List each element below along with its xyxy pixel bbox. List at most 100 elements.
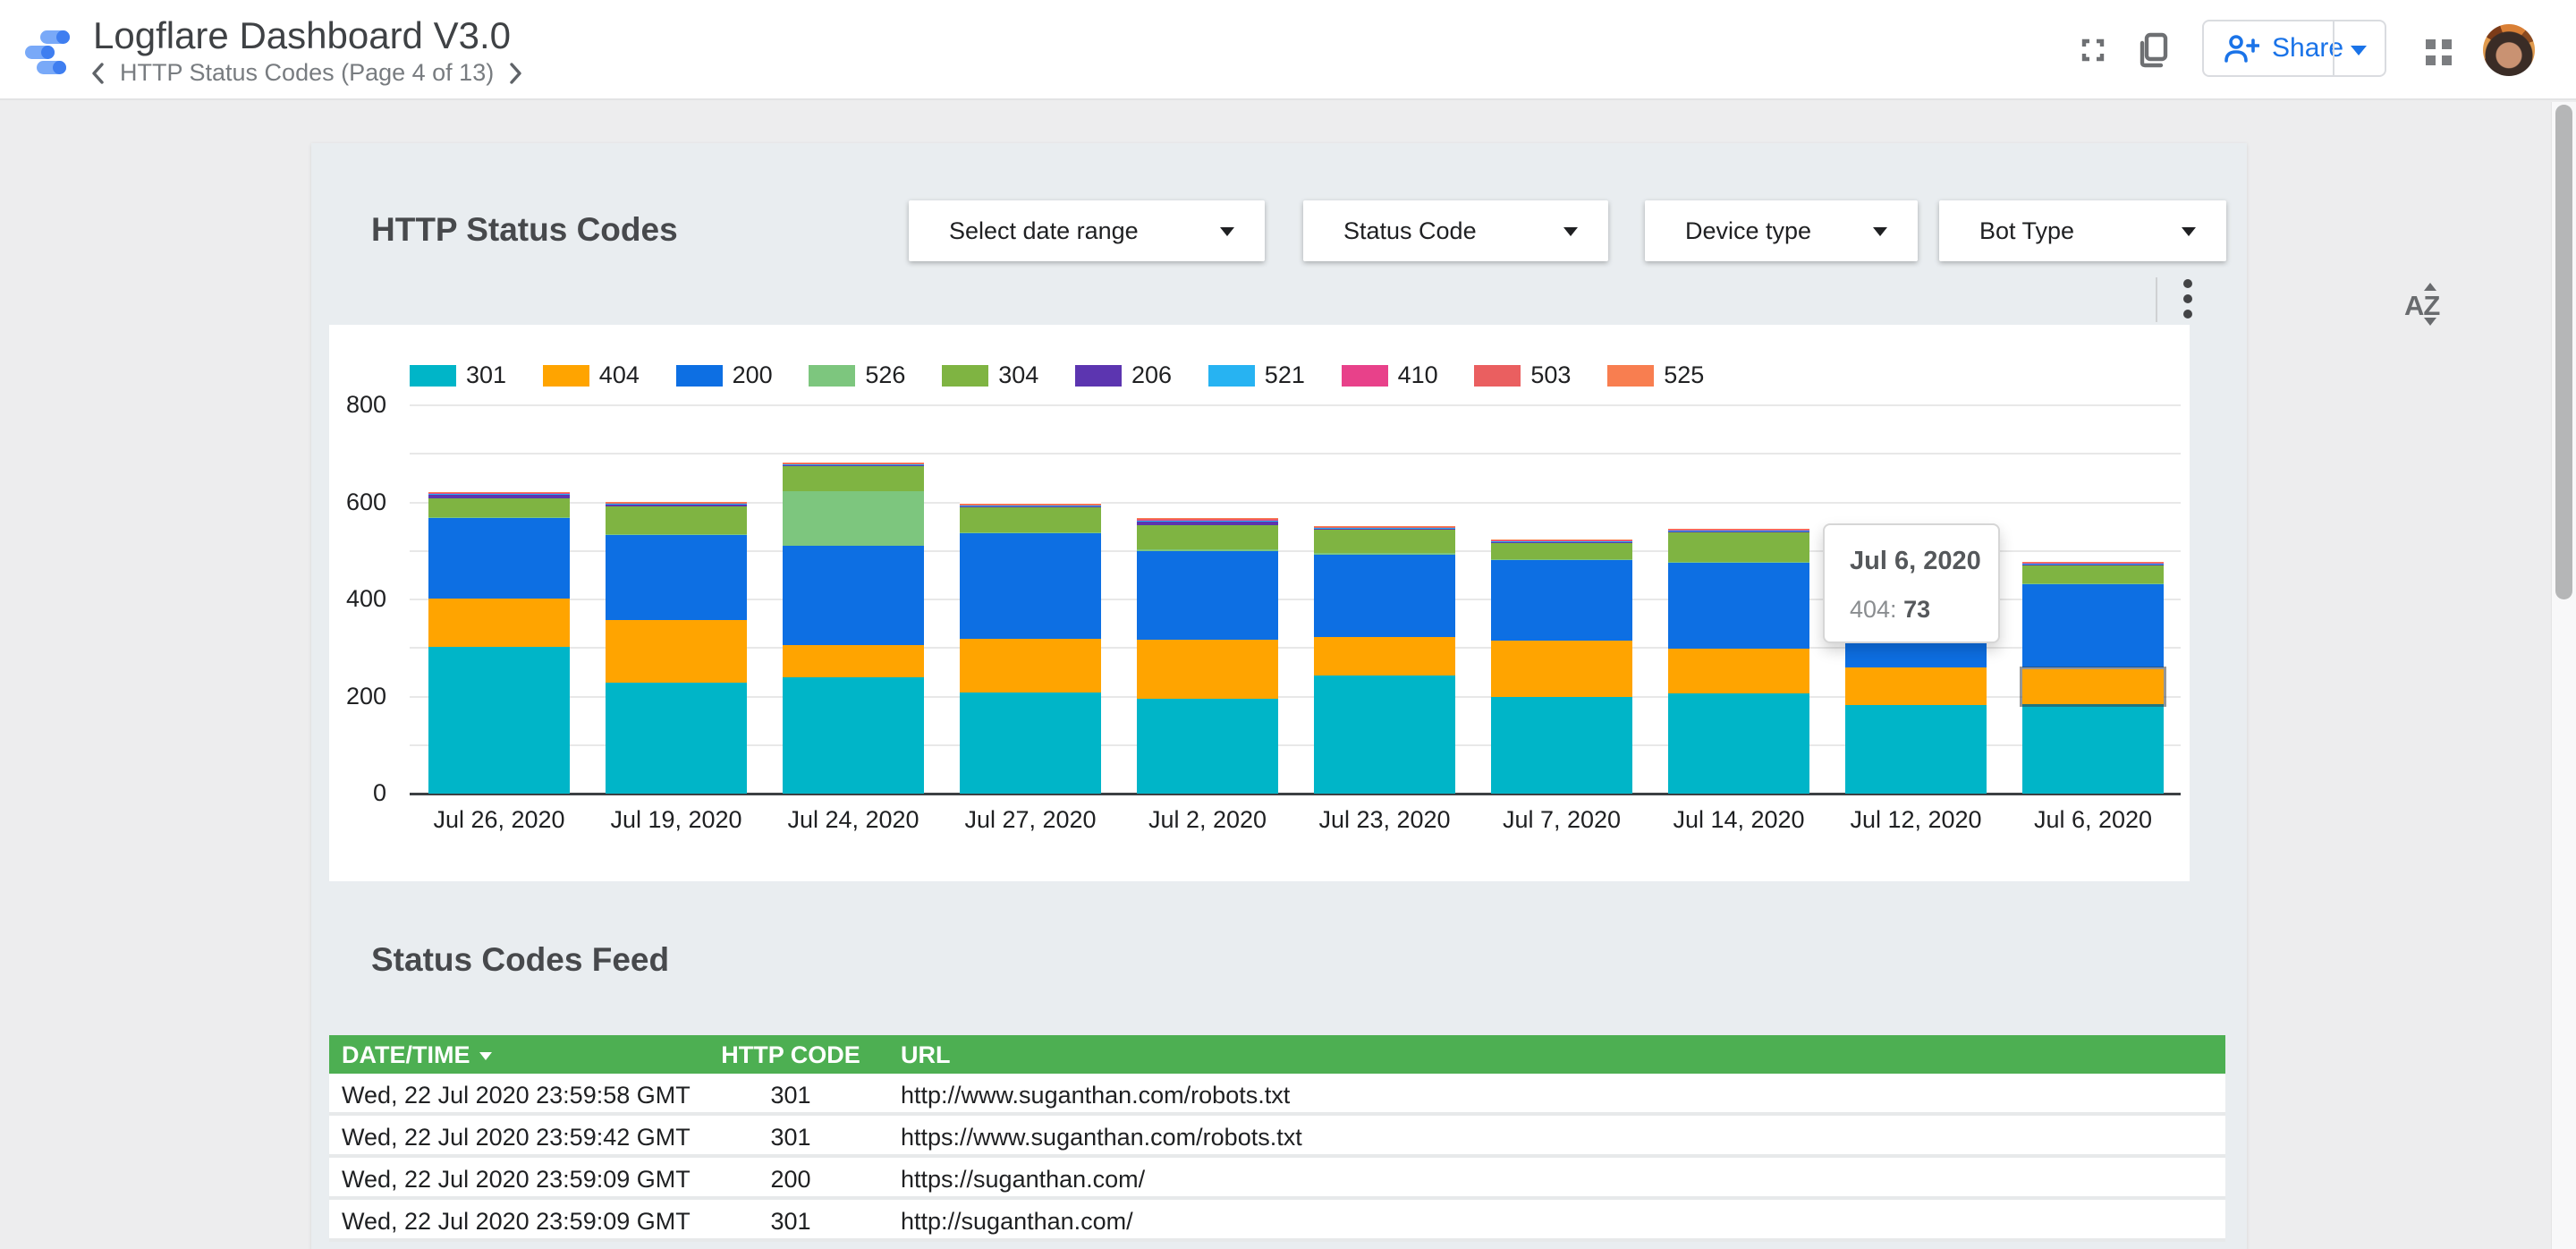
bar-segment-526[interactable] xyxy=(2022,582,2164,584)
bar-segment-200[interactable] xyxy=(606,535,747,620)
bar-segment-301[interactable] xyxy=(2022,704,2164,794)
bar-segment-503[interactable] xyxy=(783,463,924,464)
bar-segment-521[interactable] xyxy=(1137,520,1278,522)
bar-segment-526[interactable] xyxy=(428,516,570,519)
bar-segment-206[interactable] xyxy=(960,506,1101,507)
bar-segment-404[interactable] xyxy=(428,598,570,648)
bar-segment-200[interactable] xyxy=(2022,583,2164,669)
looker-studio-logo-icon[interactable] xyxy=(25,29,70,75)
bar-segment-521[interactable] xyxy=(783,464,924,465)
prev-page-icon[interactable] xyxy=(89,60,107,87)
bar-segment-525[interactable] xyxy=(2022,561,2164,563)
bar-segment-503[interactable] xyxy=(960,504,1101,506)
copy-pages-icon[interactable] xyxy=(2136,32,2168,70)
bar-segment-525[interactable] xyxy=(606,501,747,503)
vertical-scrollbar-track[interactable] xyxy=(2551,102,2576,1249)
bar-segment-404[interactable] xyxy=(1668,648,1809,693)
bar-segment-404[interactable] xyxy=(783,644,924,678)
bar-segment-410[interactable] xyxy=(1491,540,1632,541)
share-button[interactable]: Share xyxy=(2202,20,2386,77)
share-dropdown-caret-icon[interactable] xyxy=(2351,46,2367,55)
fullscreen-icon[interactable] xyxy=(2080,38,2106,63)
bar-segment-503[interactable] xyxy=(1668,529,1809,530)
bar-segment-206[interactable] xyxy=(783,464,924,466)
user-avatar[interactable] xyxy=(2483,24,2535,76)
apps-grid-icon[interactable] xyxy=(2426,39,2454,66)
bar-segment-206[interactable] xyxy=(606,505,747,506)
bar-segment-304[interactable] xyxy=(1491,542,1632,559)
next-page-icon[interactable] xyxy=(506,60,524,87)
bar-segment-526[interactable] xyxy=(606,533,747,536)
bar-segment-304[interactable] xyxy=(783,465,924,492)
filter-status-code[interactable]: Status Code xyxy=(1303,200,1608,261)
bar-segment-304[interactable] xyxy=(960,506,1101,532)
bar-segment-206[interactable] xyxy=(1668,531,1809,532)
bar-segment-526[interactable] xyxy=(1314,552,1455,555)
bar-segment-200[interactable] xyxy=(783,546,924,645)
bar-segment-503[interactable] xyxy=(1314,526,1455,528)
bar-segment-410[interactable] xyxy=(2022,563,2164,565)
bar-segment-200[interactable] xyxy=(1668,563,1809,649)
bar-segment-304[interactable] xyxy=(428,498,570,517)
bar-segment-525[interactable] xyxy=(428,491,570,493)
bar-segment-521[interactable] xyxy=(1491,540,1632,542)
bar-segment-503[interactable] xyxy=(2022,562,2164,564)
bar-segment-404[interactable] xyxy=(1314,636,1455,675)
bar-segment-404[interactable] xyxy=(2020,666,2166,708)
bar-segment-521[interactable] xyxy=(428,493,570,495)
bar-segment-301[interactable] xyxy=(428,647,570,794)
bar-segment-206[interactable] xyxy=(1314,528,1455,531)
vertical-scrollbar-thumb[interactable] xyxy=(2555,105,2572,599)
bar-segment-301[interactable] xyxy=(1137,699,1278,794)
bar-segment-521[interactable] xyxy=(606,504,747,506)
bar-segment-301[interactable] xyxy=(1668,692,1809,794)
bar-segment-304[interactable] xyxy=(2022,565,2164,583)
bar-segment-304[interactable] xyxy=(1314,530,1455,553)
column-header-datetime[interactable]: DATE/TIME xyxy=(342,1041,492,1069)
bar-segment-200[interactable] xyxy=(1137,550,1278,641)
bar-segment-404[interactable] xyxy=(1491,641,1632,698)
bar-segment-404[interactable] xyxy=(1137,640,1278,700)
bar-segment-410[interactable] xyxy=(1314,527,1455,529)
bar-segment-521[interactable] xyxy=(1314,528,1455,529)
bar-segment-525[interactable] xyxy=(1314,526,1455,527)
bar-segment-410[interactable] xyxy=(783,463,924,465)
bar-segment-503[interactable] xyxy=(1137,518,1278,520)
chart-menu-kebab-icon[interactable] xyxy=(2182,279,2193,320)
bar-segment-525[interactable] xyxy=(1137,518,1278,519)
bar-segment-200[interactable] xyxy=(960,533,1101,640)
bar-segment-410[interactable] xyxy=(1668,529,1809,531)
bar-segment-304[interactable] xyxy=(1137,524,1278,550)
bar-segment-206[interactable] xyxy=(1491,541,1632,543)
bar-segment-521[interactable] xyxy=(2022,564,2164,565)
bar-segment-301[interactable] xyxy=(1314,675,1455,794)
bar-segment-525[interactable] xyxy=(960,504,1101,505)
bar-segment-526[interactable] xyxy=(1137,549,1278,551)
bar-segment-206[interactable] xyxy=(428,494,570,499)
bar-segment-301[interactable] xyxy=(606,682,747,794)
bar-segment-206[interactable] xyxy=(1137,521,1278,525)
bar-segment-301[interactable] xyxy=(960,692,1101,794)
bar-segment-304[interactable] xyxy=(606,506,747,534)
bar-segment-410[interactable] xyxy=(428,492,570,494)
bar-segment-301[interactable] xyxy=(783,677,924,794)
bar-segment-503[interactable] xyxy=(428,492,570,493)
sort-az-icon[interactable]: AZ xyxy=(2404,283,2458,326)
bar-segment-200[interactable] xyxy=(428,518,570,599)
column-header-httpcode[interactable]: HTTP CODE xyxy=(721,1041,860,1068)
bar-segment-526[interactable] xyxy=(1491,558,1632,561)
bar-segment-410[interactable] xyxy=(960,505,1101,506)
bar-segment-404[interactable] xyxy=(606,619,747,683)
bar-segment-526[interactable] xyxy=(960,531,1101,534)
bar-segment-301[interactable] xyxy=(1845,704,1987,794)
bar-segment-410[interactable] xyxy=(606,503,747,505)
bar-segment-200[interactable] xyxy=(1491,560,1632,641)
bar-segment-404[interactable] xyxy=(960,639,1101,692)
filter-device-type[interactable]: Device type xyxy=(1645,200,1918,261)
bar-segment-526[interactable] xyxy=(1668,562,1809,564)
bar-segment-410[interactable] xyxy=(1137,519,1278,521)
filter-bot-type[interactable]: Bot Type xyxy=(1939,200,2226,261)
bar-segment-525[interactable] xyxy=(1668,528,1809,530)
bar-segment-304[interactable] xyxy=(1668,531,1809,563)
bar-segment-526[interactable] xyxy=(783,491,924,547)
